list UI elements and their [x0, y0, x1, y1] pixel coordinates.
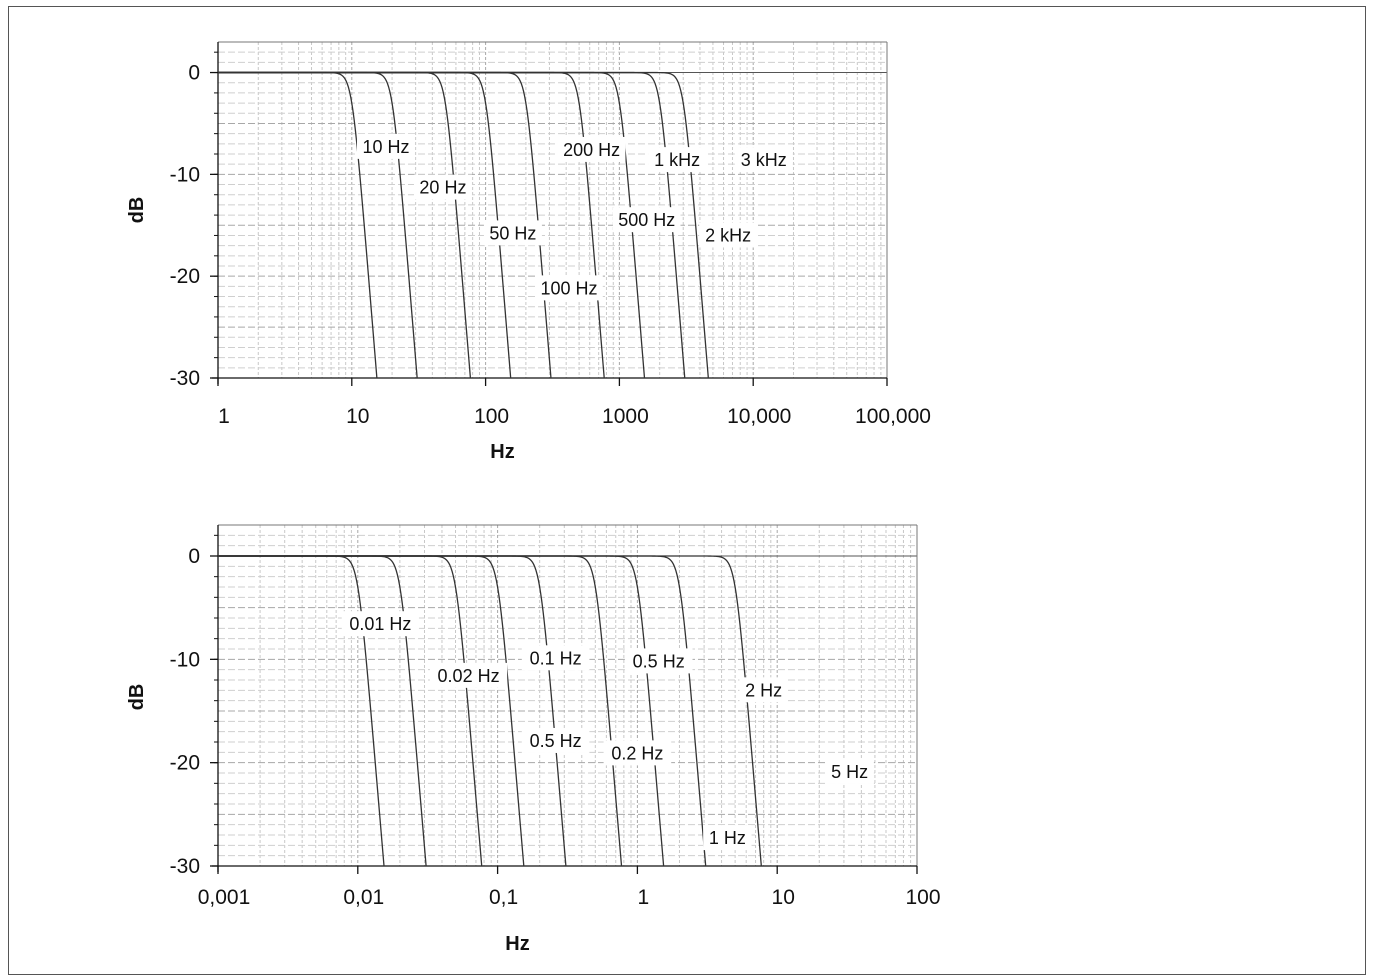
curve-label: 0.02 Hz [438, 666, 500, 686]
curve-label: 0.5 Hz [530, 731, 582, 751]
curve-label: 0.2 Hz [611, 743, 663, 763]
curve-label: 200 Hz [563, 140, 620, 160]
curve-label: 0.1 Hz [530, 648, 582, 668]
grid-lines [218, 42, 887, 378]
curve-label: 0.01 Hz [349, 614, 411, 634]
x-tick-label: 0,1 [489, 886, 518, 909]
curve-label: 3 kHz [741, 150, 787, 170]
x-tick-label: 100 [474, 405, 509, 428]
y-tick-label: 0 [188, 545, 200, 568]
curve-label: 2 kHz [705, 225, 751, 245]
x-tick-label: 10 [346, 405, 369, 428]
curve-label: 100 Hz [540, 278, 597, 298]
curve-label: 500 Hz [618, 210, 675, 230]
curve-label: 2 Hz [745, 680, 782, 700]
y-tick-label: -20 [170, 265, 200, 288]
chart-1: 0 -10 -20 -30 1 10 100 1000 10,000 100,000 Hz dB 10 … [126, 42, 931, 463]
y-tick-label: -10 [170, 648, 200, 671]
y-tick-label: -30 [170, 855, 200, 878]
x-axis-title: Hz [505, 933, 529, 955]
curve-label: 1 kHz [654, 150, 700, 170]
grid-lines [218, 525, 917, 866]
x-tick-label: 0,001 [198, 886, 251, 909]
y-tick-label: -10 [170, 163, 200, 186]
y-tick-label: -30 [170, 367, 200, 390]
x-tick-label: 100,000 [855, 405, 931, 428]
y-axis-title: dB [126, 684, 148, 711]
x-tick-label: 10 [772, 886, 795, 909]
x-axis-title: Hz [490, 441, 514, 463]
y-tick-label: 0 [188, 62, 200, 85]
curve-label: 50 Hz [489, 223, 536, 243]
chart-2: 0 -10 -20 -30 0,001 0,01 0,1 1 10 100 Hz dB 0.01 Hz 0… [126, 525, 941, 955]
x-tick-label: 0,01 [343, 886, 384, 909]
x-tick-label: 100 [905, 886, 940, 909]
curve-label: 20 Hz [419, 178, 466, 198]
series-line [218, 73, 417, 378]
curve-label: 10 Hz [362, 137, 409, 157]
x-tick-label: 1 [638, 886, 650, 909]
curve-label: 5 Hz [831, 762, 868, 782]
x-tick-label: 1 [218, 405, 230, 428]
x-tick-label: 10,000 [727, 405, 791, 428]
curve-label: 1 Hz [709, 828, 746, 848]
y-tick-label: -20 [170, 752, 200, 775]
curve-label: 0.5 Hz [633, 651, 685, 671]
y-axis-title: dB [126, 197, 148, 224]
x-tick-label: 1000 [602, 405, 649, 428]
